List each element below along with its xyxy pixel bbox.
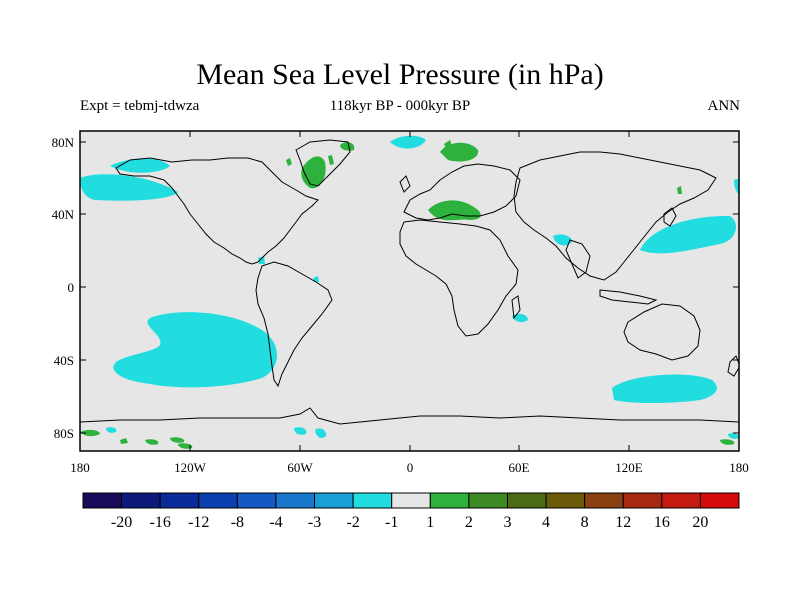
greenland-positive-region	[301, 156, 326, 189]
season-label: ANN	[707, 98, 741, 114]
legend-swatch	[121, 492, 161, 509]
legend-swatch	[622, 492, 663, 509]
lat-tick-label: 80S	[54, 426, 74, 441]
legend-swatch	[468, 492, 508, 509]
lon-tick-label: 0	[407, 460, 414, 475]
coastline-europe	[403, 163, 521, 221]
lon-tick-label: 180	[729, 460, 749, 475]
antarctic-positive-region-5	[720, 439, 735, 445]
coastline-uk	[399, 175, 411, 193]
legend-label: -2	[346, 514, 359, 531]
legend-label: 20	[692, 514, 708, 531]
arctic-negative-region	[390, 135, 426, 149]
arctic-positive-region	[340, 142, 355, 151]
antarctic-positive-region-6	[120, 438, 128, 444]
arabian-negative-region	[553, 234, 572, 246]
legend-swatch	[236, 492, 277, 509]
legend-label: -16	[150, 514, 171, 531]
hudson-positive-region	[286, 158, 292, 166]
coastline-africa	[399, 219, 519, 337]
anomaly-fill-layer	[80, 135, 739, 449]
coastline-india	[565, 239, 591, 279]
coastline-greenland	[295, 139, 351, 187]
legend-label: -20	[111, 514, 132, 531]
legend-label: 2	[465, 514, 473, 531]
alaska-negative-region	[110, 158, 170, 173]
legend-swatch	[584, 492, 624, 509]
antarctic-positive-region-1	[80, 429, 100, 437]
legend-label: 16	[654, 514, 670, 531]
lon-tick-label: 60E	[509, 460, 530, 475]
antarctic-positive-region-4	[178, 443, 193, 449]
antarctic-negative-region-2	[294, 427, 307, 435]
legend-swatch	[429, 492, 470, 509]
antarctic-negative-region-1	[106, 427, 117, 433]
drake-negative-region	[315, 428, 327, 438]
legend-swatch	[159, 492, 200, 509]
legend-swatch	[82, 492, 123, 509]
legend-label: 4	[542, 514, 550, 531]
legend-label: -12	[188, 514, 209, 531]
legend-swatch	[352, 492, 393, 509]
coastline-asia	[513, 151, 717, 281]
south-atlantic-negative-region	[313, 276, 319, 282]
coastline-indonesia	[599, 289, 658, 305]
svalbard-positive-region	[444, 140, 452, 148]
period-label: 118kyr BP - 000kyr BP	[329, 98, 471, 114]
pacific-edge-negative-region	[734, 179, 739, 195]
lat-tick-label: 40S	[54, 353, 74, 368]
lon-tick-label: 60W	[287, 460, 313, 475]
legend-swatch	[275, 492, 316, 509]
lat-tick-label: 80N	[52, 135, 75, 150]
coastline-new-zealand	[727, 355, 739, 377]
legend-label: 12	[615, 514, 631, 531]
coastlines	[80, 139, 739, 425]
lon-tick-label: 120W	[174, 460, 207, 475]
coastline-north-america	[115, 157, 319, 265]
coastline-madagascar	[511, 295, 521, 320]
kamchatka-positive-region	[677, 186, 682, 194]
southern-indian-ocean-negative-region	[612, 374, 717, 403]
baffin-positive-region	[328, 155, 334, 165]
coastline-south-america	[255, 261, 333, 388]
legend-swatch	[661, 492, 701, 509]
coastline-japan	[663, 207, 677, 227]
legend-swatch	[198, 492, 238, 509]
color-legend: -20 -16 -12 -8 -4 -3 -2 -1 1 2 3 4 8 12 16 20	[82, 492, 740, 531]
legend-label: 8	[581, 514, 589, 531]
legend-label: -4	[269, 514, 282, 531]
legend-label: -8	[231, 514, 244, 531]
map-title: Mean Sea Level Pressure (in hPa)	[196, 58, 604, 91]
map-tick-labels: 80N 40N 0 40S 80S 180 120W 60W 0 60E 120E 180	[52, 135, 749, 475]
legend-swatch	[699, 492, 740, 509]
lat-tick-label: 0	[68, 280, 75, 295]
coastline-antarctica	[80, 407, 739, 425]
legend-label: 1	[426, 514, 434, 531]
north-pacific-negative-region	[640, 215, 736, 254]
legend-label: 3	[503, 514, 511, 531]
legend-swatch	[314, 492, 354, 509]
legend-label: -3	[308, 514, 321, 531]
lon-tick-label: 120E	[615, 460, 643, 475]
scandinavia-positive-region	[440, 142, 479, 162]
experiment-label: Expt = tebmj-tdwza	[80, 98, 200, 114]
caribbean-negative-region	[258, 256, 265, 264]
map-ticks	[79, 131, 740, 451]
map-background	[80, 131, 739, 451]
mediterranean-positive-region	[428, 200, 481, 221]
lat-tick-label: 40N	[52, 207, 75, 222]
antarctic-positive-region-2	[145, 439, 159, 445]
antarctic-negative-region-3	[728, 433, 739, 439]
legend-swatch	[506, 492, 547, 509]
legend-label: -1	[385, 514, 398, 531]
coastline-australia	[623, 303, 701, 361]
lon-tick-label: 180	[70, 460, 90, 475]
legend-swatch	[391, 492, 431, 509]
antarctic-positive-region-3	[170, 437, 185, 443]
legend-swatch	[545, 492, 586, 509]
south-pacific-negative-region	[113, 312, 278, 388]
north-atlantic-negative-region	[80, 174, 178, 201]
